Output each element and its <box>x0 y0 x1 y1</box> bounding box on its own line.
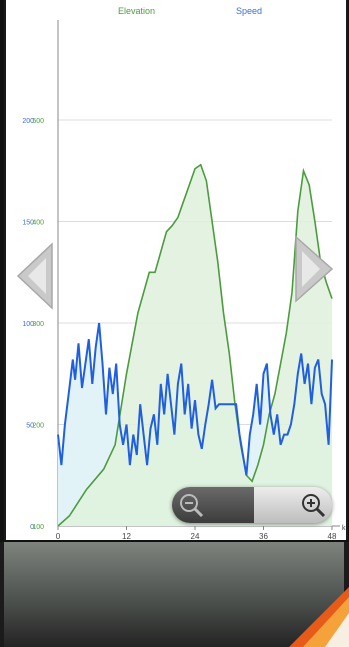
chevron-right-icon <box>295 235 334 303</box>
y-tick-elevation: 100 <box>32 524 44 531</box>
chart-legend: Elevation Speed <box>6 6 346 20</box>
y-tick-speed: 50 <box>26 423 34 430</box>
x-unit-label: km <box>342 525 346 532</box>
legend-speed: Speed <box>236 6 263 16</box>
speed-line <box>57 322 333 476</box>
x-tick-label: 0 <box>56 532 61 540</box>
y-tick-speed: 200 <box>22 118 34 125</box>
y-tick-speed: 0 <box>30 524 34 531</box>
chart-svg[interactable]: 010050200100300150400200500012243648km <box>6 0 346 540</box>
page-curl-icon[interactable] <box>269 587 349 647</box>
y-tick-speed: 150 <box>22 220 34 227</box>
y-tick-elevation: 200 <box>32 423 44 430</box>
chart-reflection <box>0 542 349 647</box>
next-chart-button[interactable] <box>294 233 338 305</box>
zoom-out-button[interactable] <box>172 487 254 523</box>
elevation-line <box>57 163 333 527</box>
x-tick-label: 24 <box>191 532 200 540</box>
chevron-left-icon <box>16 242 53 310</box>
zoom-control[interactable] <box>172 487 332 523</box>
prev-chart-button[interactable] <box>10 240 54 312</box>
reflection-surface <box>4 542 344 647</box>
x-tick-label: 12 <box>122 532 131 540</box>
chart-panel[interactable]: Elevation Speed 0 100 50 200 100 300 150 400 200… <box>4 0 348 540</box>
zoom-in-button[interactable] <box>254 487 332 523</box>
legend-elevation: Elevation <box>118 6 156 16</box>
y-tick-elevation: 500 <box>32 118 44 125</box>
x-tick-label: 48 <box>328 532 337 540</box>
y-tick-elevation: 300 <box>32 321 44 328</box>
x-tick-label: 36 <box>259 532 268 540</box>
zoom-in-icon <box>302 494 326 518</box>
y-tick-elevation: 400 <box>32 220 44 227</box>
y-tick-speed: 100 <box>22 321 34 328</box>
zoom-out-icon <box>180 494 204 518</box>
